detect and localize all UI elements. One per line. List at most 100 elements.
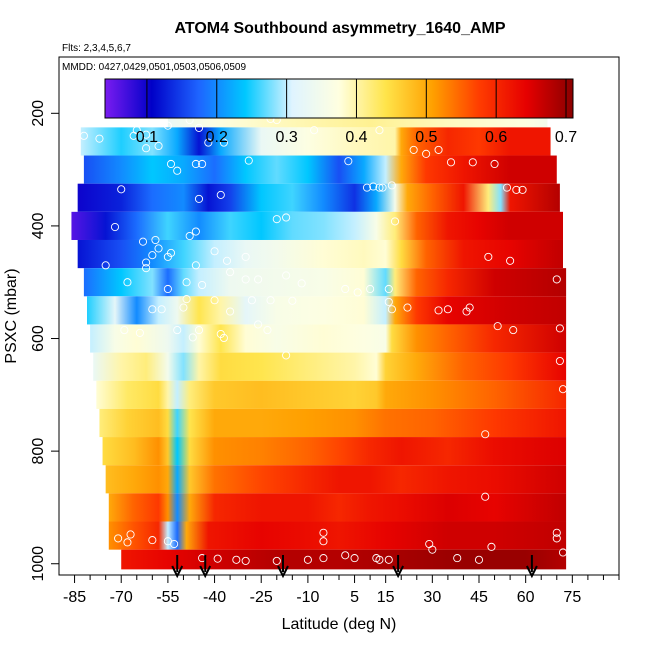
- sample-point: [384, 284, 393, 294]
- x-tick-label: 60: [517, 589, 535, 606]
- sample-point: [182, 278, 191, 287]
- sample-point: [341, 551, 350, 560]
- x-tick-label: 45: [470, 589, 488, 606]
- sample-point: [369, 182, 378, 191]
- sample-point: [142, 258, 151, 267]
- sample-point: [481, 492, 490, 501]
- y-axis: 200 400 600 800 1000: [30, 100, 59, 582]
- sample-point: [555, 356, 564, 366]
- sample-point: [272, 556, 281, 565]
- sample-point: [434, 145, 443, 154]
- sample-point: [387, 181, 396, 190]
- x-axis-label: Latitude (deg N): [282, 616, 397, 633]
- sample-point: [552, 528, 561, 537]
- chart-subtitle-dates: MMDD: 0427,0429,0501,0503,0506,0509: [62, 62, 246, 73]
- sample-point: [366, 284, 375, 294]
- heatmap-band: [90, 324, 567, 353]
- heatmap-band: [105, 465, 567, 494]
- sample-point: [384, 555, 393, 564]
- sample-point: [493, 322, 502, 331]
- x-tick-label: 75: [563, 589, 581, 606]
- sample-point: [387, 305, 396, 314]
- sample-point: [135, 328, 144, 337]
- colorbar-tick-label: 0.7: [555, 129, 577, 146]
- sample-point: [204, 138, 213, 147]
- sample-point: [558, 385, 568, 394]
- heatmap-band: [121, 549, 567, 570]
- x-tick-label: -55: [156, 589, 179, 606]
- sample-point: [226, 307, 235, 316]
- sample-point: [179, 303, 188, 312]
- sample-point: [487, 542, 496, 551]
- sample-point: [434, 306, 443, 315]
- sample-point: [362, 183, 372, 192]
- sample-point: [353, 288, 362, 297]
- sample-point: [173, 326, 182, 335]
- flight-arrows: [171, 555, 538, 579]
- flight-arrow: [199, 555, 212, 579]
- x-tick-label: -85: [63, 589, 86, 606]
- sample-point: [474, 555, 484, 564]
- x-tick-label: -10: [296, 589, 319, 606]
- colorbar-tick-label: 0.5: [415, 129, 437, 146]
- heatmap-band: [83, 268, 567, 297]
- sample-point: [502, 183, 512, 192]
- sample-point: [254, 320, 263, 329]
- x-tick-label: -40: [203, 589, 226, 606]
- sample-point: [558, 548, 568, 557]
- sample-point: [142, 144, 151, 153]
- flight-arrow: [392, 555, 405, 579]
- sample-point: [142, 130, 151, 139]
- sample-point: [138, 237, 148, 246]
- sample-point: [282, 271, 291, 280]
- sample-point: [191, 159, 200, 169]
- x-axis: -85 -70 -55 -40 -25 -10 5 15 30 45 60 75: [63, 575, 620, 606]
- sample-point: [247, 296, 256, 305]
- sample-point: [163, 252, 172, 261]
- sample-point: [170, 539, 179, 549]
- chart-title: ATOM4 Southbound asymmetry_1640_AMP: [174, 20, 505, 37]
- sample-point: [222, 256, 232, 265]
- sample-point: [241, 275, 250, 284]
- colorbar: 0.1 0.2 0.3 0.4 0.5 0.6 0.7: [104, 78, 577, 146]
- y-axis-label: PSXC (mbar): [3, 268, 20, 363]
- heatmap-band: [71, 211, 563, 240]
- sample-point: [341, 284, 350, 294]
- sample-point: [344, 157, 353, 166]
- sample-point: [191, 261, 200, 270]
- x-tick-label: -25: [250, 589, 273, 606]
- sample-point: [148, 251, 157, 260]
- sample-point: [123, 538, 132, 547]
- colorbar-tick-label: 0.4: [345, 129, 367, 146]
- sample-point: [148, 305, 157, 314]
- y-tick-label: 400: [30, 212, 47, 239]
- sample-point: [428, 545, 437, 554]
- sample-point: [151, 235, 160, 245]
- sample-point: [213, 554, 222, 563]
- flight-arrow: [171, 555, 184, 579]
- sample-point: [101, 261, 110, 270]
- sample-point: [163, 121, 172, 130]
- heatmap-band: [108, 521, 567, 550]
- heatmap-band: [83, 155, 557, 184]
- sample-point: [272, 215, 281, 224]
- sample-point: [226, 268, 235, 277]
- sample-point: [210, 247, 219, 256]
- sample-point: [453, 554, 462, 563]
- heatmap-bands: [71, 99, 567, 570]
- sample-point: [114, 534, 123, 543]
- sample-point: [79, 131, 88, 140]
- sample-point: [375, 183, 384, 192]
- sample-point: [194, 326, 204, 335]
- sample-point: [297, 279, 306, 288]
- sample-point: [132, 126, 141, 135]
- sample-point: [185, 231, 194, 241]
- sample-point: [422, 149, 431, 158]
- sample-point: [263, 326, 272, 335]
- x-tick-label: -70: [110, 589, 133, 606]
- sample-point: [310, 126, 319, 135]
- sample-point: [182, 295, 191, 304]
- sample-point: [166, 159, 176, 169]
- colorbar-tick-label: 0.2: [206, 129, 228, 146]
- heatmap-band: [96, 380, 567, 409]
